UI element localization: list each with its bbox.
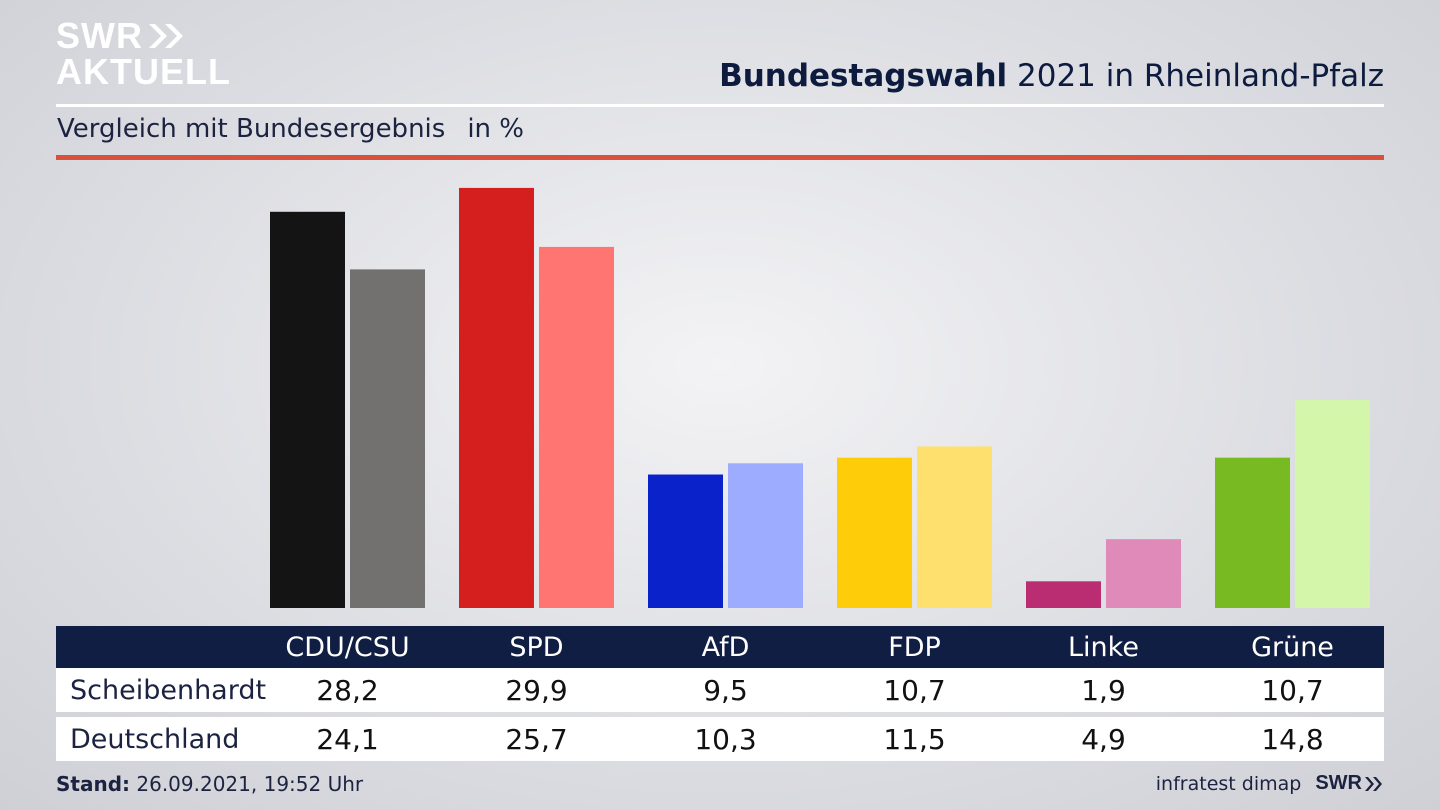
bar-fdp-scheibenhardt <box>837 457 912 608</box>
table-cell-scheibenhardt-cdu-csu: 28,2 <box>316 673 379 707</box>
row-label-scheibenhardt: Scheibenhardt <box>70 674 267 706</box>
bar-linke-deutschland <box>1106 539 1181 608</box>
source-text: infratest dimap <box>1155 772 1302 795</box>
table-row-scheibenhardt: Scheibenhardt 28,2 29,9 9,5 10,7 1,9 10,7 <box>56 668 1384 712</box>
bar-fdp-deutschland <box>917 446 992 608</box>
footer-swr-text: SWR <box>1315 772 1362 794</box>
bar-cdu-csu-scheibenhardt <box>270 211 345 609</box>
chart-title: Bundestagswahl 2021 in Rheinland-Pfalz <box>719 58 1384 94</box>
table-header-fdp: FDP <box>888 631 941 663</box>
source-credit: infratest dimap SWR <box>1156 772 1384 795</box>
bar-linke-scheibenhardt <box>1026 581 1101 608</box>
footer-chevrons-icon <box>1365 776 1382 791</box>
table-cell-deutschland-gr-ne: 14,8 <box>1261 722 1324 756</box>
subtitle-divider <box>56 155 1384 160</box>
row-label-deutschland: Deutschland <box>70 723 240 755</box>
logo-aktuell-text: AKTUELL <box>56 51 231 92</box>
title-bold: Bundestagswahl <box>719 58 1008 94</box>
logo-chevrons-icon <box>149 24 183 48</box>
table-header-spd: SPD <box>509 631 564 663</box>
stand-label: Stand: <box>56 772 131 796</box>
title-rest: 2021 in Rheinland-Pfalz <box>1007 58 1384 94</box>
bar-spd-scheibenhardt <box>459 187 534 608</box>
chart-subtitle: Vergleich mit Bundesergebnis in % <box>57 114 524 144</box>
timestamp: Stand: 26.09.2021, 19:52 Uhr <box>56 772 363 796</box>
table-header-row: CDU/CSU SPD AfD FDP Linke Grüne <box>56 626 1384 668</box>
table-cell-scheibenhardt-fdp: 10,7 <box>883 673 946 707</box>
table-cell-deutschland-spd: 25,7 <box>505 722 568 756</box>
bar-afd-deutschland <box>728 463 803 608</box>
bar-gr-ne-scheibenhardt <box>1215 457 1290 608</box>
table-cell-scheibenhardt-gr-ne: 10,7 <box>1261 673 1324 707</box>
table-cell-scheibenhardt-afd: 9,5 <box>703 673 748 707</box>
bar-spd-deutschland <box>539 246 614 609</box>
table-cell-deutschland-fdp: 11,5 <box>883 722 946 756</box>
results-table: CDU/CSU SPD AfD FDP Linke Grüne Scheibenhardt… <box>56 626 1384 761</box>
unit-label: in % <box>467 114 524 144</box>
table-header-cdu-csu: CDU/CSU <box>285 631 410 663</box>
stand-value: 26.09.2021, 19:52 Uhr <box>130 772 364 796</box>
table-cell-scheibenhardt-linke: 1,9 <box>1081 673 1126 707</box>
bar-chart <box>270 187 1370 609</box>
table-header-gr-ne: Grüne <box>1251 631 1334 663</box>
subtitle-text: Vergleich mit Bundesergebnis <box>57 114 446 144</box>
table-cell-deutschland-linke: 4,9 <box>1081 722 1126 756</box>
bar-cdu-csu-deutschland <box>350 269 425 608</box>
table-header-afd: AfD <box>701 631 750 663</box>
swr-aktuell-logo: SWR AKTUELL <box>56 18 231 90</box>
table-cell-scheibenhardt-spd: 29,9 <box>505 673 568 707</box>
table-row-deutschland: Deutschland 24,1 25,7 10,3 11,5 4,9 14,8 <box>56 717 1384 761</box>
table-cell-deutschland-cdu-csu: 24,1 <box>316 722 379 756</box>
table-header-linke: Linke <box>1068 631 1139 663</box>
bar-gr-ne-deutschland <box>1295 400 1370 608</box>
footer-swr-logo: SWR <box>1315 772 1384 795</box>
bar-afd-scheibenhardt <box>648 474 723 608</box>
table-cell-deutschland-afd: 10,3 <box>694 722 757 756</box>
logo-swr-text: SWR <box>56 15 143 56</box>
header-divider <box>56 104 1384 107</box>
